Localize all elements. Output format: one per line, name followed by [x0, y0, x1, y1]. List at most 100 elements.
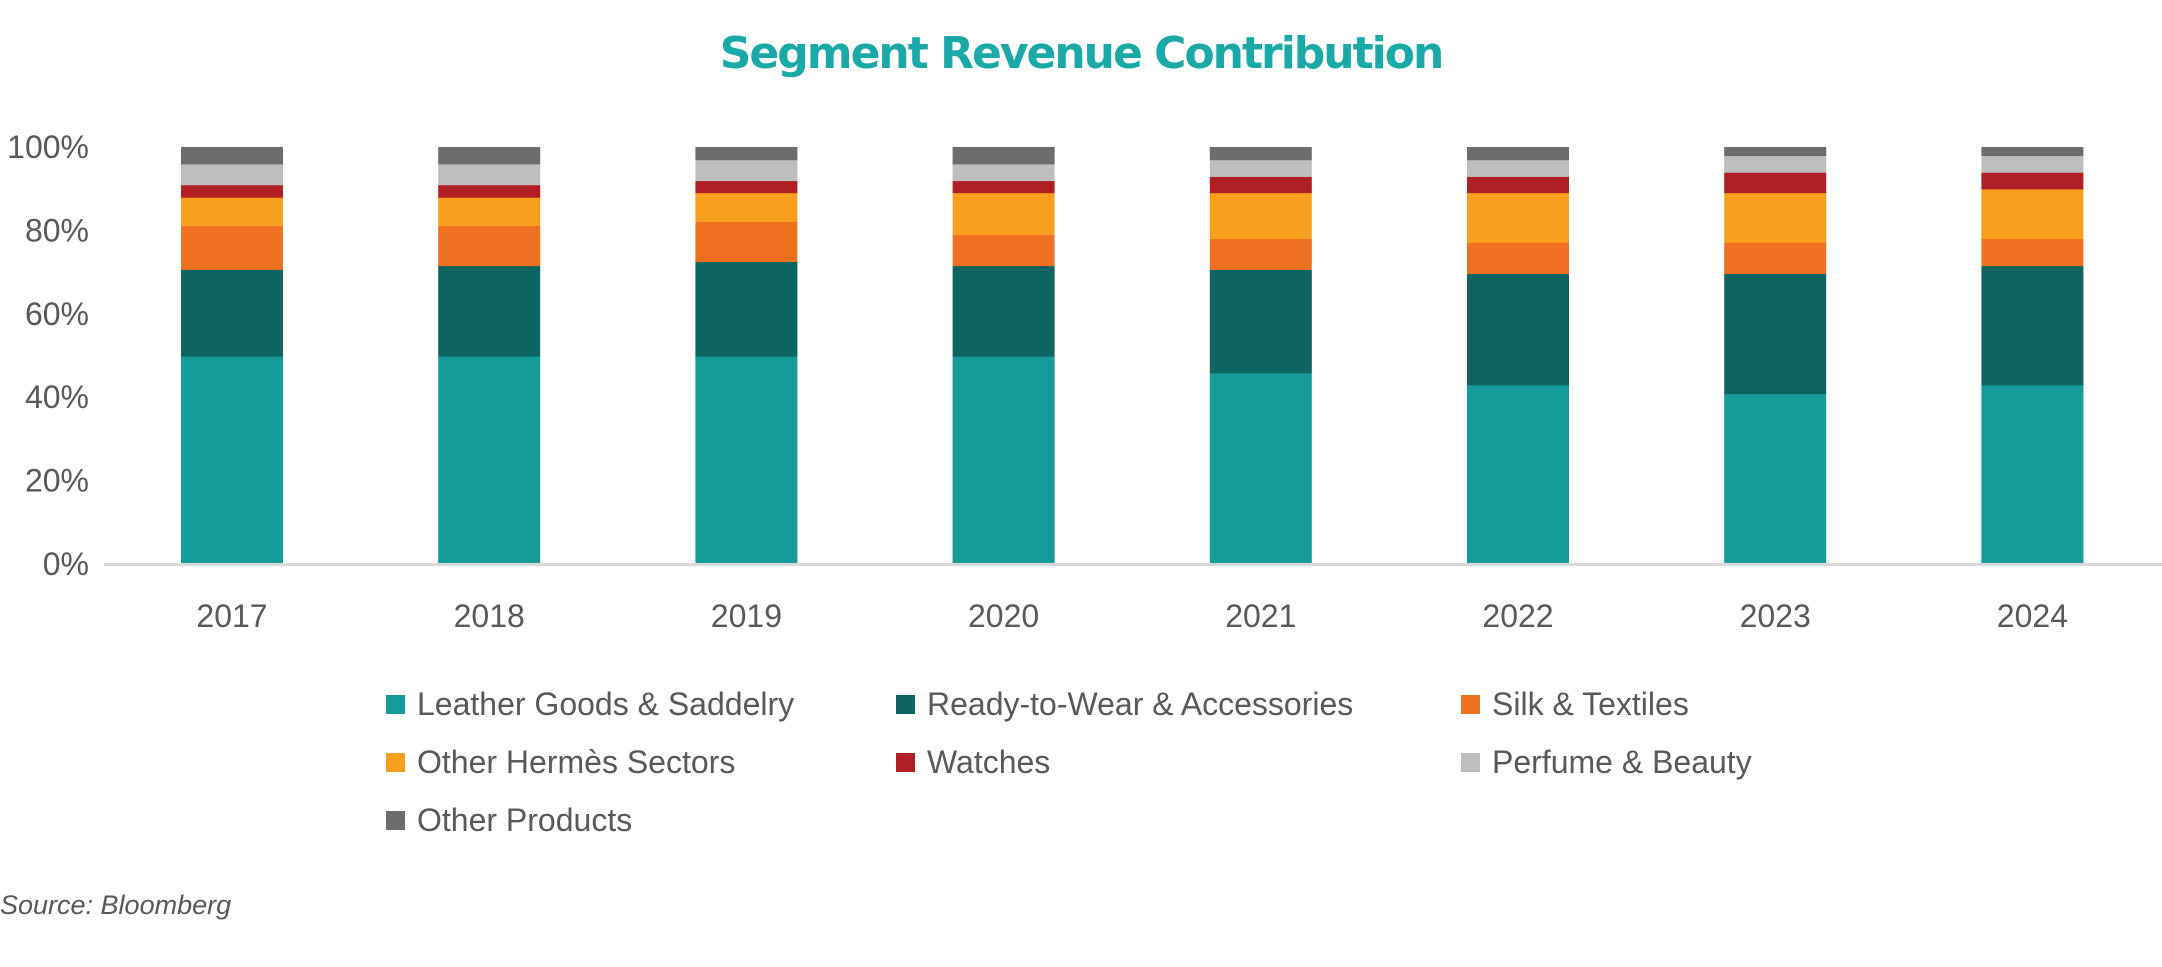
x-tick-label: 2019	[711, 598, 782, 634]
y-tick-label: 20%	[25, 463, 89, 499]
y-tick-label: 100%	[7, 129, 89, 165]
bar-stack-2023	[1724, 147, 1827, 565]
bar-segment-2023-series-0	[1724, 393, 1827, 565]
legend-label: Silk & Textiles	[1492, 686, 1689, 722]
bar-segment-2019-series-5	[695, 159, 798, 182]
bar-segment-2017-series-3	[181, 197, 283, 227]
bar-stack-2018	[438, 147, 541, 565]
bar-segment-2017-series-1	[181, 269, 283, 357]
y-tick-label: 0%	[43, 546, 89, 582]
bar-segment-2018-series-1	[438, 265, 541, 357]
bar-segment-2024-series-5	[1981, 155, 2084, 173]
bar-segment-2020-series-0	[952, 356, 1055, 565]
x-tick-label: 2018	[454, 598, 525, 634]
bar-segment-2024-series-4	[1981, 172, 2084, 190]
legend-label: Other Products	[417, 802, 633, 838]
bar-segment-2022-series-0	[1467, 385, 1569, 565]
legend-item[interactable]: Other Products	[386, 802, 632, 839]
x-axis-ticks: 2017 2018 2019 2020 2021 2022 2023 2024	[196, 598, 2068, 634]
bar-segment-2024-series-3	[1981, 189, 2084, 240]
bar-segment-2020-series-5	[952, 164, 1055, 182]
y-tick-label: 60%	[25, 296, 89, 332]
bar-segment-2022-series-5	[1467, 159, 1569, 177]
x-tick-label: 2024	[1997, 598, 2068, 634]
legend-item[interactable]: Perfume & Beauty	[1461, 744, 1752, 781]
bar-segment-2019-series-1	[695, 261, 798, 357]
x-tick-label: 2020	[968, 598, 1039, 634]
legend-swatch-icon	[896, 753, 915, 772]
bar-segment-2018-series-4	[438, 184, 541, 198]
bar-segment-2019-series-3	[695, 192, 798, 222]
bar-segment-2019-series-6	[695, 147, 798, 161]
bar-segment-2018-series-3	[438, 197, 541, 227]
bar-segment-2023-series-6	[1724, 147, 1827, 157]
bar-segment-2022-series-2	[1467, 242, 1569, 275]
bar-stack-2022	[1467, 147, 1569, 565]
bar-segment-2022-series-1	[1467, 273, 1569, 386]
x-tick-label: 2017	[196, 598, 267, 634]
bar-segment-2020-series-2	[952, 234, 1055, 267]
bar-segment-2021-series-0	[1209, 373, 1312, 565]
bar-segment-2021-series-2	[1209, 238, 1312, 270]
bar-segment-2023-series-5	[1724, 155, 1827, 173]
bar-segment-2023-series-1	[1724, 273, 1827, 395]
bar-segment-2020-series-4	[952, 180, 1055, 194]
bar-segment-2023-series-4	[1724, 172, 1827, 194]
bar-stack-2020	[952, 147, 1055, 565]
bar-segment-2020-series-6	[952, 147, 1055, 165]
bar-segment-2018-series-6	[438, 147, 541, 165]
bar-segment-2022-series-4	[1467, 176, 1569, 194]
y-axis-ticks: 0% 20% 40% 60% 80% 100%	[7, 129, 89, 582]
bar-segment-2018-series-0	[438, 356, 541, 565]
bars-group	[181, 147, 2084, 565]
bar-segment-2024-series-2	[1981, 238, 2084, 267]
x-tick-label: 2021	[1225, 598, 1296, 634]
bar-segment-2021-series-5	[1209, 159, 1312, 177]
bar-segment-2017-series-5	[181, 164, 283, 186]
bar-segment-2017-series-0	[181, 356, 283, 565]
bar-stack-2017	[181, 147, 283, 565]
legend-item[interactable]: Watches	[896, 744, 1050, 781]
bar-segment-2024-series-1	[1981, 265, 2084, 386]
bar-segment-2018-series-2	[438, 225, 541, 267]
legend-swatch-icon	[1461, 753, 1480, 772]
legend-swatch-icon	[386, 753, 405, 772]
x-tick-label: 2022	[1482, 598, 1553, 634]
bar-segment-2021-series-1	[1209, 269, 1312, 374]
bar-stack-2021	[1209, 147, 1312, 565]
bar-segment-2017-series-6	[181, 147, 283, 165]
bar-segment-2019-series-2	[695, 221, 798, 262]
bar-stack-2019	[695, 147, 798, 565]
legend-item[interactable]: Ready-to-Wear & Accessories	[896, 686, 1353, 723]
y-tick-label: 80%	[25, 212, 89, 248]
bar-segment-2020-series-3	[952, 192, 1055, 235]
legend-label: Leather Goods & Saddelry	[417, 686, 795, 722]
bar-stack-2024	[1981, 147, 2084, 565]
bar-segment-2022-series-3	[1467, 192, 1569, 243]
bar-segment-2017-series-4	[181, 184, 283, 198]
source-note: Source: Bloomberg	[0, 890, 232, 920]
legend-swatch-icon	[896, 695, 915, 714]
legend-swatch-icon	[386, 695, 405, 714]
legend-label: Ready-to-Wear & Accessories	[927, 686, 1354, 722]
x-tick-label: 2023	[1740, 598, 1811, 634]
bar-segment-2022-series-6	[1467, 147, 1569, 161]
bar-segment-2019-series-0	[695, 356, 798, 565]
bar-segment-2017-series-2	[181, 225, 283, 270]
chart-title: Segment Revenue Contribution	[719, 28, 1445, 79]
legend-item[interactable]: Leather Goods & Saddelry	[386, 686, 794, 723]
bar-segment-2023-series-3	[1724, 192, 1827, 243]
bar-segment-2023-series-2	[1724, 242, 1827, 275]
legend-item[interactable]: Other Hermès Sectors	[386, 744, 735, 781]
legend-swatch-icon	[1461, 695, 1480, 714]
bar-segment-2021-series-6	[1209, 147, 1312, 161]
y-tick-label: 40%	[25, 379, 89, 415]
legend-item[interactable]: Silk & Textiles	[1461, 686, 1689, 723]
legend-label: Perfume & Beauty	[1492, 744, 1752, 780]
bar-segment-2018-series-5	[438, 164, 541, 186]
legend-swatch-icon	[386, 811, 405, 830]
legend-label: Watches	[927, 744, 1051, 780]
legend-label: Other Hermès Sectors	[417, 744, 736, 780]
